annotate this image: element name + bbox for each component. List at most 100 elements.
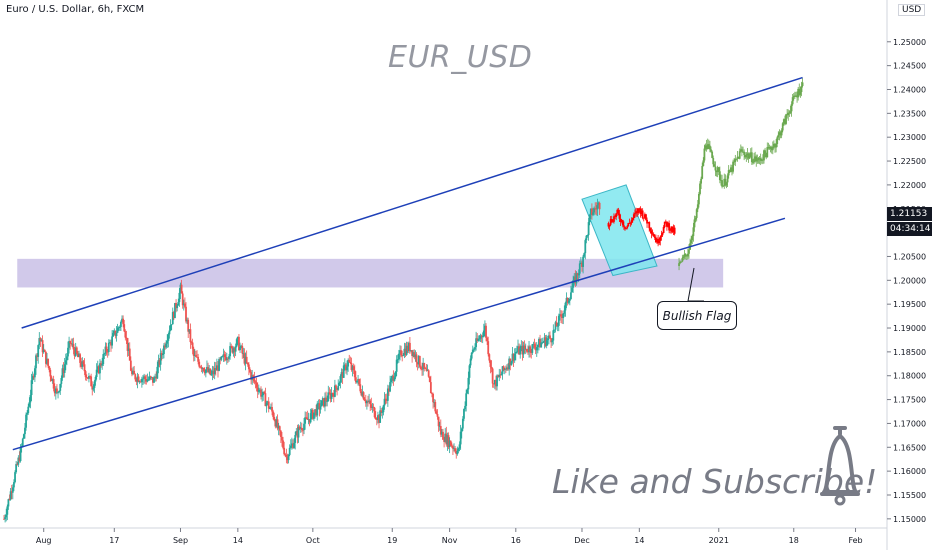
candle: [540, 342, 543, 348]
candle: [493, 380, 496, 385]
candle: [137, 376, 140, 382]
projection-candle: [800, 86, 803, 93]
candle: [258, 389, 261, 391]
candle: [374, 417, 377, 420]
candle: [74, 347, 77, 357]
candle: [10, 491, 13, 493]
candle: [120, 321, 122, 327]
projection-candle: [759, 159, 762, 161]
projection-candle: [686, 253, 689, 257]
candle: [562, 313, 565, 319]
candle: [95, 369, 98, 378]
candle: [426, 370, 429, 372]
projection-candle: [746, 153, 749, 156]
candle: [96, 366, 99, 370]
candle: [186, 319, 189, 322]
candle: [423, 362, 426, 369]
candle: [504, 368, 507, 370]
candle: [18, 457, 21, 462]
candle: [325, 397, 327, 402]
candle: [528, 346, 530, 353]
candle: [578, 263, 581, 274]
candle: [308, 419, 311, 423]
candle: [302, 429, 304, 431]
flag-candle: [608, 224, 611, 227]
projection-candle: [679, 261, 682, 264]
candle: [322, 398, 325, 407]
projection-candle: [711, 151, 714, 158]
candle: [364, 400, 367, 404]
projection-candle: [780, 130, 783, 136]
candle: [166, 340, 169, 344]
projection-candle: [707, 144, 710, 146]
candle: [292, 443, 294, 448]
candle: [342, 365, 345, 378]
candle: [533, 344, 536, 348]
candle: [521, 346, 524, 355]
time-tick-label: Feb: [848, 536, 862, 545]
candle: [59, 383, 62, 391]
pattern-callout[interactable]: Bullish Flag: [657, 301, 737, 330]
flag-candle: [640, 210, 643, 214]
candle: [491, 368, 494, 384]
candle: [134, 374, 137, 380]
candle: [435, 411, 438, 415]
projection-candle: [721, 180, 723, 187]
flag-candle: [615, 213, 618, 218]
candle: [478, 338, 481, 340]
candle: [300, 427, 303, 430]
candle: [107, 342, 110, 353]
currency-label[interactable]: USD: [898, 4, 926, 16]
candle: [159, 353, 162, 365]
bell-clapper: [834, 494, 846, 506]
candle: [270, 407, 272, 409]
price-tick-label: 1.16500: [893, 443, 926, 452]
candle: [284, 454, 287, 456]
projection-candle: [752, 162, 754, 163]
candle: [428, 376, 431, 383]
candle: [116, 327, 119, 333]
candle: [583, 253, 586, 257]
candle: [550, 338, 552, 343]
candle: [90, 376, 93, 387]
symbol-info[interactable]: Euro / U.S. Dollar, 6h, FXCM: [6, 4, 145, 15]
candle: [30, 380, 33, 396]
candle: [316, 403, 319, 416]
candle: [54, 388, 57, 394]
candle: [282, 440, 284, 448]
candle: [425, 368, 428, 371]
candle: [175, 303, 177, 309]
flag-candle: [617, 209, 620, 214]
candle: [252, 375, 255, 378]
candle: [266, 401, 269, 403]
flag-candle: [672, 227, 675, 232]
flag-candle: [645, 214, 647, 220]
flag-candle: [631, 218, 634, 220]
candle: [471, 349, 474, 353]
projection-candle: [748, 156, 751, 159]
candle: [75, 347, 78, 354]
projection-candle: [787, 112, 790, 116]
candle: [110, 342, 112, 346]
flag-candle: [659, 236, 662, 241]
candle: [115, 332, 118, 337]
candle: [225, 358, 228, 361]
projection-candle: [690, 240, 693, 244]
candle: [530, 352, 533, 353]
candle: [219, 359, 222, 360]
candle: [492, 383, 495, 385]
candle: [490, 366, 493, 369]
candle: [337, 385, 340, 390]
candle: [168, 330, 171, 335]
candle: [257, 390, 260, 392]
candle: [19, 447, 22, 462]
price-tick-label: 1.18000: [893, 372, 926, 381]
candle: [86, 377, 89, 379]
candle: [314, 409, 316, 413]
candle: [385, 398, 388, 401]
candle: [350, 363, 353, 370]
projection-candle: [764, 150, 766, 154]
flag-candle: [673, 227, 676, 234]
